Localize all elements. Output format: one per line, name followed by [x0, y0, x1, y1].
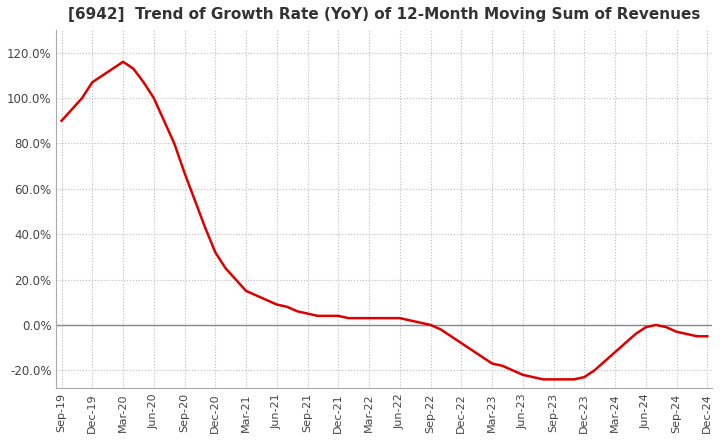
Title: [6942]  Trend of Growth Rate (YoY) of 12-Month Moving Sum of Revenues: [6942] Trend of Growth Rate (YoY) of 12-… — [68, 7, 701, 22]
